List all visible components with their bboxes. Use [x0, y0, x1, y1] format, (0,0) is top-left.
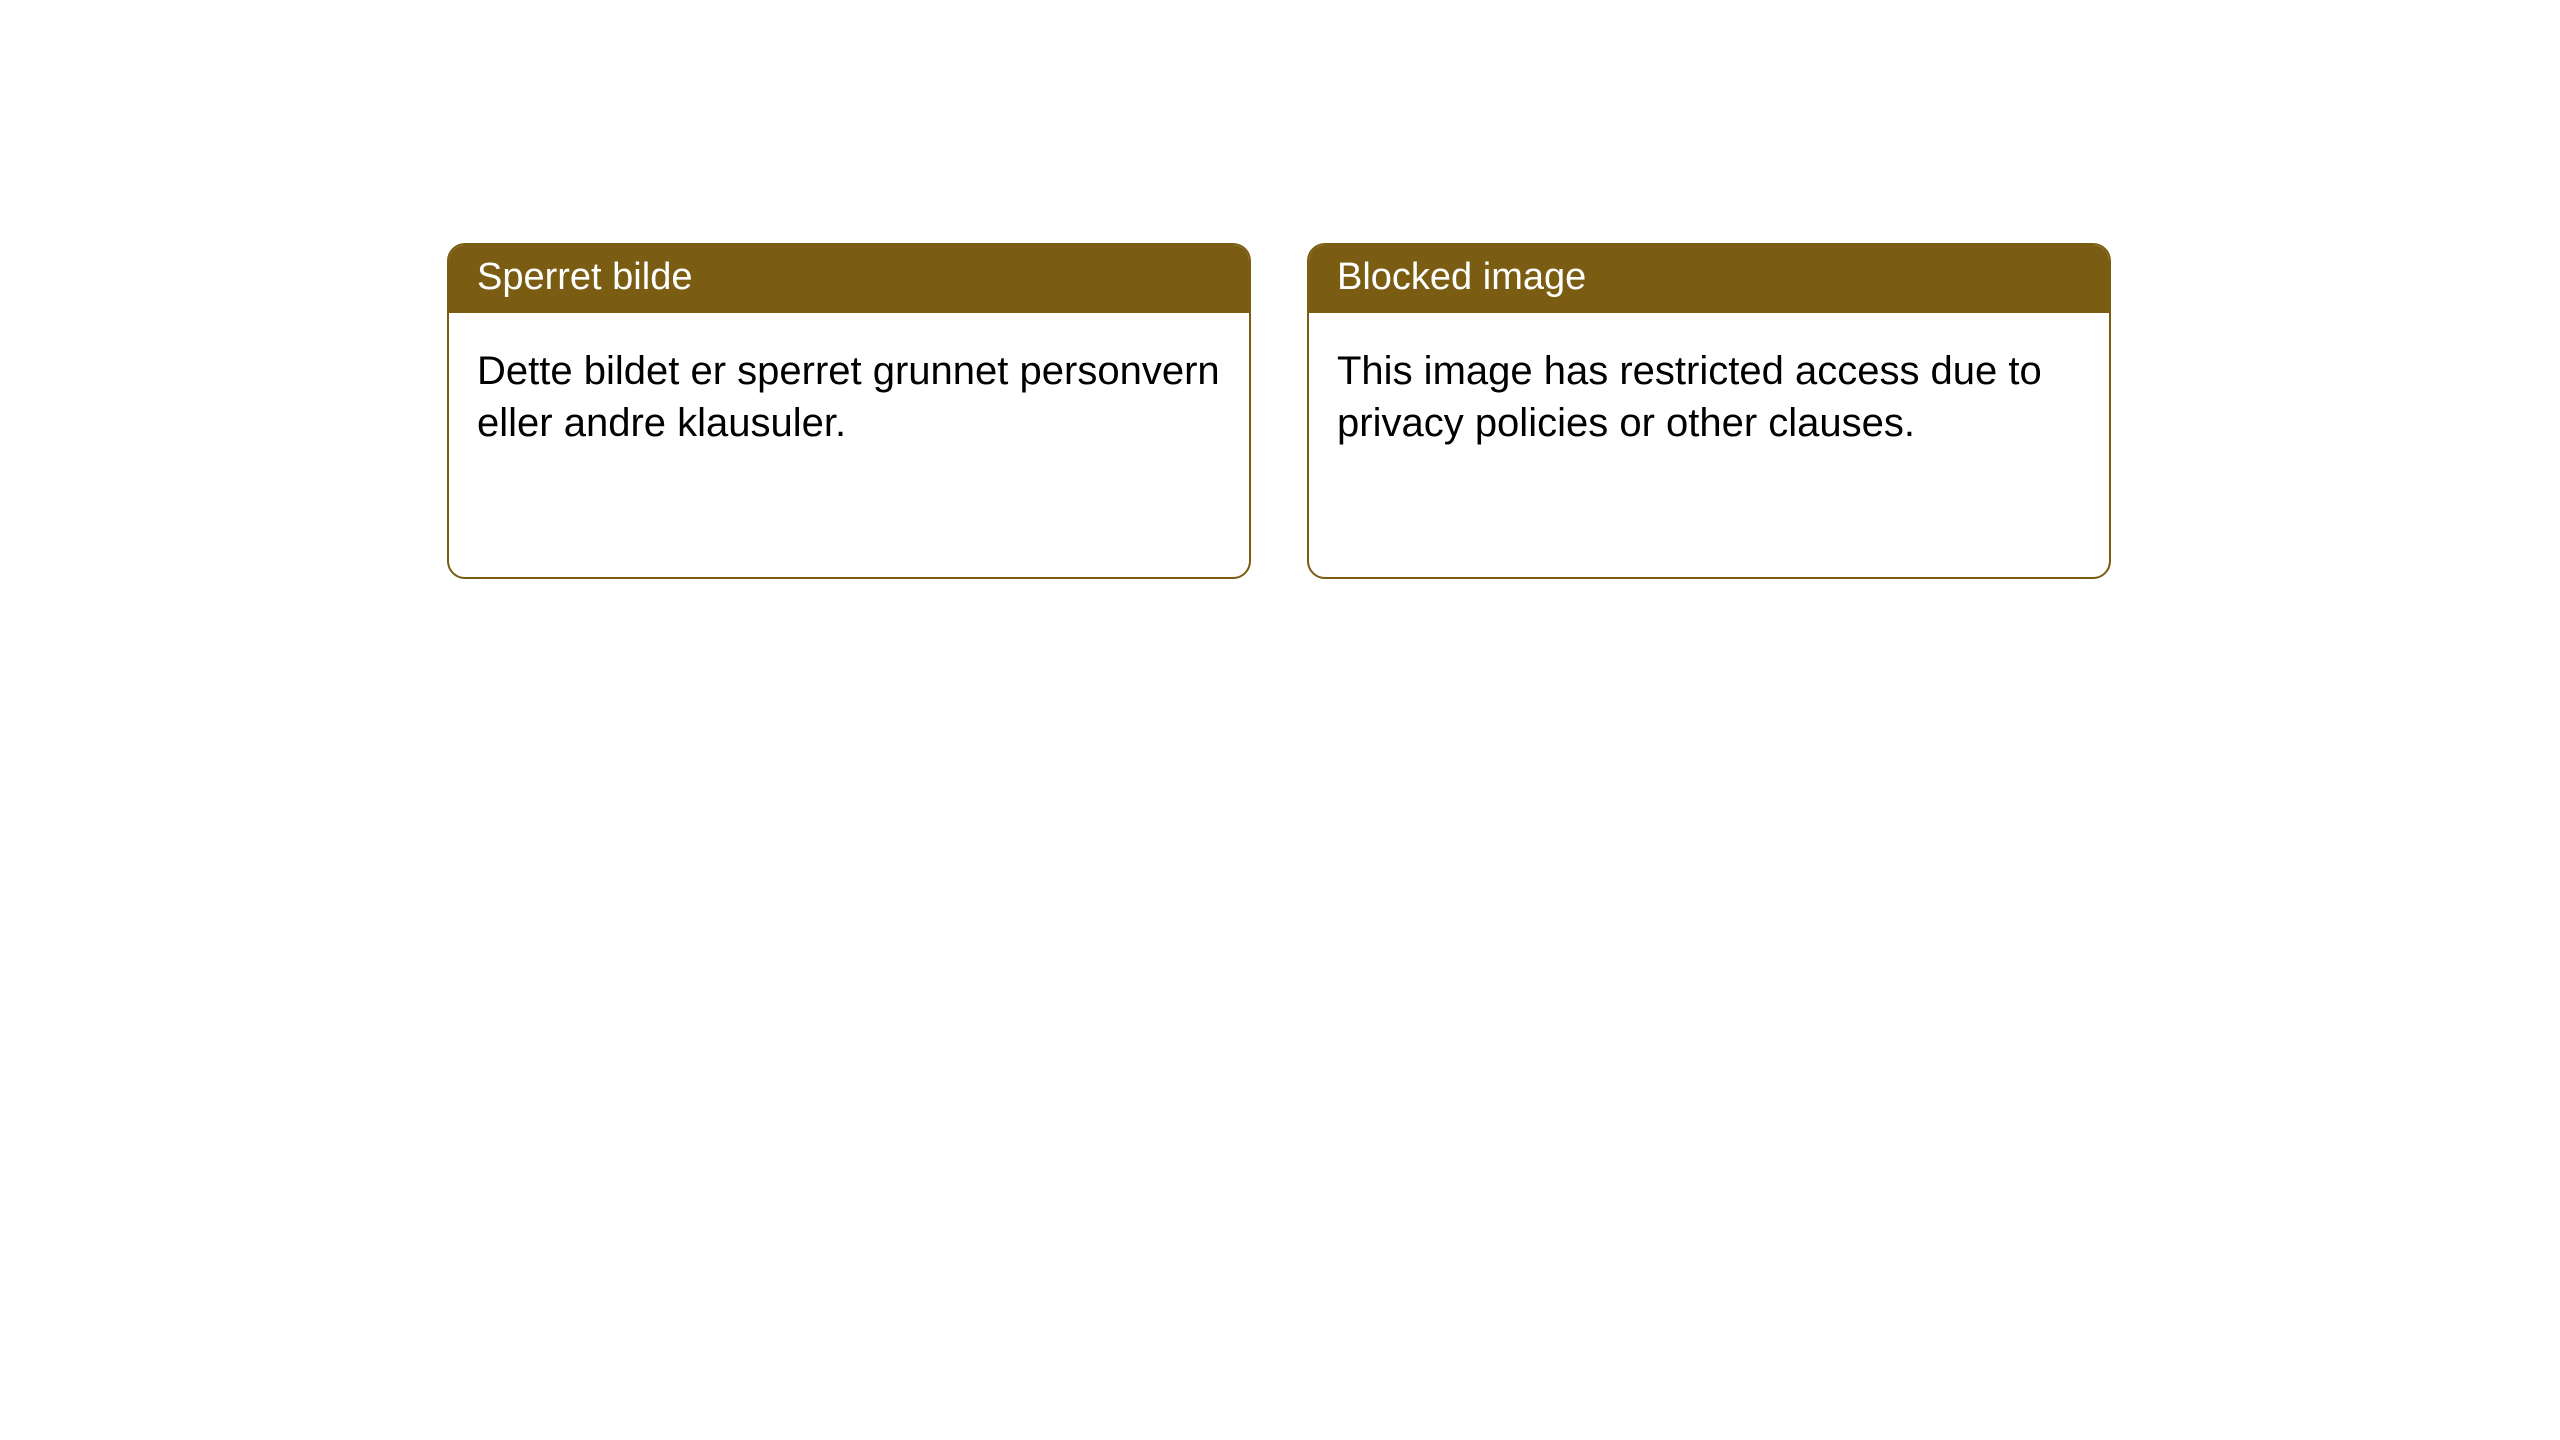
notice-header-no: Sperret bilde — [449, 245, 1249, 313]
notice-title-no: Sperret bilde — [477, 256, 692, 298]
notice-body-text-en: This image has restricted access due to … — [1337, 349, 2042, 446]
notice-card-en: Blocked image This image has restricted … — [1307, 243, 2111, 579]
notice-body-no: Dette bildet er sperret grunnet personve… — [449, 313, 1249, 483]
notice-body-en: This image has restricted access due to … — [1309, 313, 2109, 483]
notice-header-en: Blocked image — [1309, 245, 2109, 313]
notice-title-en: Blocked image — [1337, 256, 1586, 298]
notice-container: Sperret bilde Dette bildet er sperret gr… — [447, 243, 2111, 579]
notice-body-text-no: Dette bildet er sperret grunnet personve… — [477, 349, 1220, 446]
notice-card-no: Sperret bilde Dette bildet er sperret gr… — [447, 243, 1251, 579]
